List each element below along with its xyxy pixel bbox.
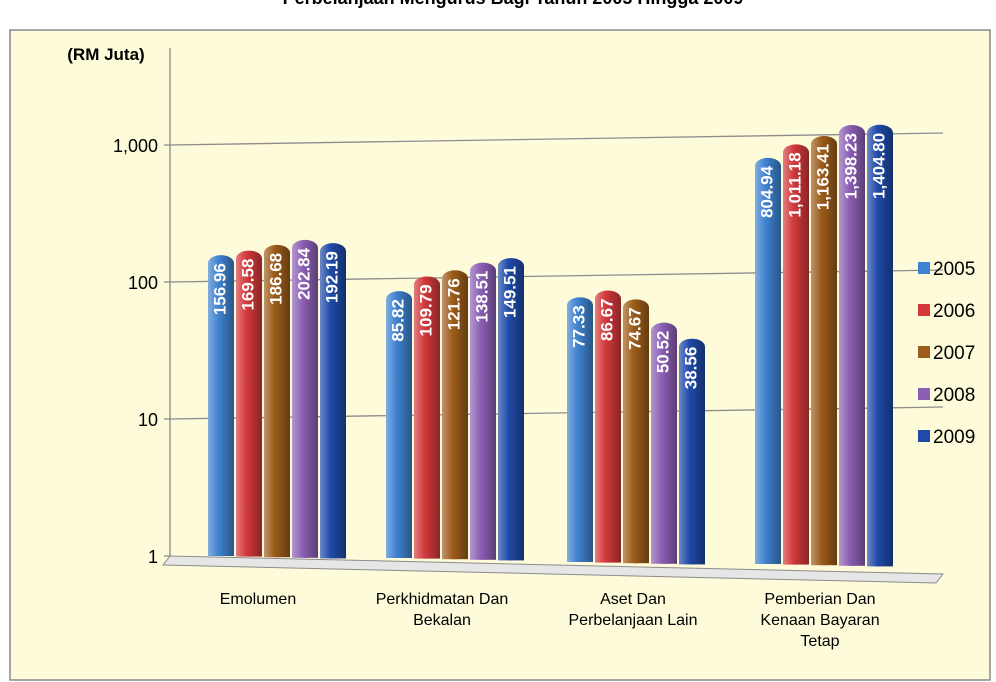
y-axis-title: (RM Juta): [67, 45, 144, 64]
value-label: 138.51: [472, 271, 491, 323]
bar-2006-1-base: [236, 403, 262, 557]
x-tick-label: Pemberian Dan Kenaan Bayaran Tetap: [760, 591, 879, 650]
y-axis-tick-labels: 1 10 100 1,000: [113, 136, 158, 567]
value-labels: 156.96 169.58 186.68 202.84 192.19 85.82 109.7…: [210, 133, 888, 389]
bar-2005-4-base: [755, 360, 781, 564]
bar-2005-3-base: [567, 429, 593, 562]
value-label: 121.76: [444, 278, 463, 330]
y-tick-label: 1,000: [113, 136, 158, 156]
axes: [161, 48, 945, 584]
legend-swatch-2008: [918, 388, 930, 400]
legend[interactable]: 2005 2006 2007 2008 2009: [918, 259, 975, 448]
legend-entry[interactable]: 2006: [933, 301, 975, 322]
legend-entry[interactable]: 2005: [933, 259, 975, 280]
bar-2009-3-base: [679, 451, 705, 565]
legend-entry[interactable]: 2009: [933, 427, 975, 448]
value-label: 74.67: [625, 307, 644, 350]
value-label: 1,163.41: [813, 144, 832, 210]
y-tick-label: 100: [128, 273, 158, 293]
bar-2009-4-base: [867, 345, 893, 567]
legend-entry[interactable]: 2008: [933, 385, 975, 406]
value-label: 186.68: [266, 253, 285, 305]
y-tick-label: 10: [138, 410, 158, 430]
bar-2008-2-base: [470, 411, 496, 560]
bars: [208, 124, 893, 567]
bar-2009-2-base: [498, 409, 524, 561]
legend-swatch-2009: [918, 430, 930, 442]
value-label: 77.33: [569, 305, 588, 348]
value-label: 85.82: [388, 299, 407, 342]
legend-swatch-2006: [918, 304, 930, 316]
bar-2008-3-base: [651, 443, 677, 564]
x-tick-label: Aset Dan Perbelanjaan Lain: [569, 591, 698, 629]
x-tick-label: Emolumen: [220, 591, 296, 608]
chart-title: Perbelanjaan Mengurus Bagi Tahun 2005 Hi…: [283, 0, 744, 8]
value-label: 192.19: [322, 251, 341, 303]
bar-2007-4-base: [811, 350, 837, 566]
bar-2005-2-base: [386, 424, 412, 558]
legend-swatch-2005: [918, 262, 930, 274]
value-label: 202.84: [294, 247, 313, 300]
bar-2007-3-base: [623, 431, 649, 564]
bar-2006-4-base: [783, 354, 809, 565]
x-axis-tick-labels: Emolumen Perkhidmatan Dan Bekalan Aset Dan P…: [220, 591, 880, 650]
bar-2006-2-base: [414, 417, 440, 559]
value-label: 50.52: [653, 331, 672, 374]
bar-2005-1-base: [208, 405, 234, 556]
bar-2009-1-base: [320, 400, 346, 559]
value-label: 1,011.18: [785, 152, 804, 217]
value-label: 169.58: [238, 259, 257, 311]
value-label: 149.51: [500, 266, 519, 318]
value-label: 1,404.80: [869, 133, 888, 199]
bar-2007-1-base: [264, 401, 290, 558]
value-label: 86.67: [597, 299, 616, 342]
bar-2007-2-base: [442, 414, 468, 560]
bar-2008-1-base: [292, 398, 318, 558]
value-label: 38.56: [681, 347, 700, 390]
legend-entry[interactable]: 2007: [933, 343, 975, 364]
value-label: 109.79: [416, 284, 435, 336]
value-label: 1,398.23: [841, 133, 860, 199]
x-tick-label: Perkhidmatan Dan Bekalan: [376, 591, 509, 629]
legend-swatch-2007: [918, 346, 930, 358]
bar-2006-3-base: [595, 426, 621, 563]
chart-floor: [161, 555, 945, 584]
y-tick-label: 1: [148, 547, 158, 567]
value-label: 156.96: [210, 263, 229, 315]
bar-2008-4-base: [839, 345, 865, 566]
gridline-1,000: [169, 132, 944, 146]
value-label: 804.94: [757, 165, 776, 218]
